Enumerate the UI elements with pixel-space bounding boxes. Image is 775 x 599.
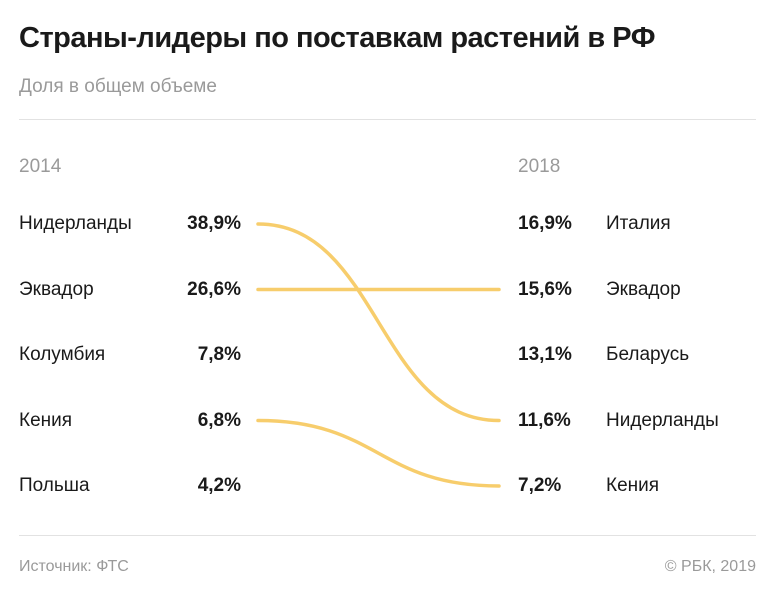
left-value-label: 7,8% (197, 344, 241, 365)
divider (19, 119, 756, 120)
left-country-label: Польша (19, 475, 90, 496)
right-country-label: Беларусь (606, 344, 690, 365)
left-value-label: 4,2% (197, 475, 241, 496)
left-value-label: 26,6% (187, 278, 241, 300)
right-value-label: 16,9% (518, 213, 572, 234)
chart-title: Страны-лидеры по поставкам растений в РФ (19, 22, 655, 54)
source-note: Источник: ФТС (19, 558, 129, 575)
slope-line-1-4 (256, 222, 501, 423)
left-year-label: 2014 (19, 156, 62, 177)
left-value-label: 6,8% (197, 409, 241, 431)
right-year-label: 2018 (518, 156, 561, 177)
left-value-label: 38,9% (187, 213, 241, 234)
divider (19, 535, 756, 536)
right-country-label: Италия (606, 213, 671, 234)
right-value-label: 13,1% (518, 344, 572, 365)
right-value-label: 7,2% (518, 475, 562, 496)
right-country-label: Кения (606, 475, 660, 496)
copyright: © РБК, 2019 (664, 558, 756, 575)
left-country-label: Нидерланды (19, 213, 132, 234)
right-country-label: Нидерланды (606, 409, 719, 431)
right-value-label: 11,6% (518, 409, 571, 431)
right-value-label: 15,6% (518, 278, 572, 300)
slope-line-4-5 (256, 418, 501, 488)
left-country-label: Эквадор (19, 278, 94, 300)
left-country-label: Колумбия (19, 344, 106, 365)
right-country-label: Эквадор (606, 278, 681, 300)
chart-subtitle: Доля в общем объеме (19, 76, 217, 97)
left-country-label: Кения (19, 409, 73, 431)
